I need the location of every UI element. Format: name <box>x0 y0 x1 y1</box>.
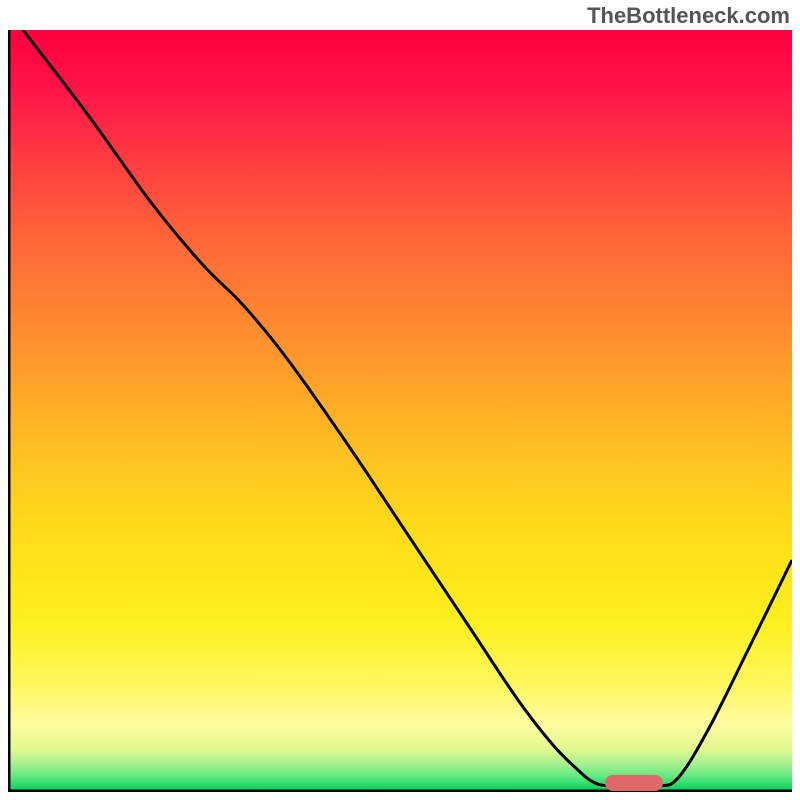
bottleneck-curve <box>23 30 792 787</box>
curve-overlay <box>8 30 792 792</box>
optimal-range-marker <box>605 775 663 791</box>
watermark-text: TheBottleneck.com <box>587 3 790 29</box>
bottleneck-chart <box>8 30 792 792</box>
axis-line <box>8 30 792 792</box>
